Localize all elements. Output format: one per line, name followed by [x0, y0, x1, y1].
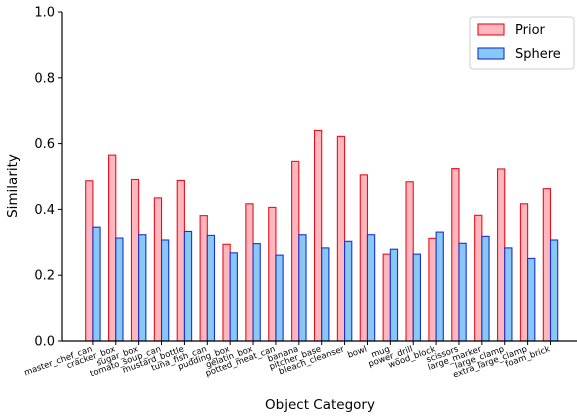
bar-prior [153, 197, 163, 342]
bar-sphere [344, 240, 353, 342]
bar-prior [496, 168, 506, 342]
bar-prior [382, 253, 391, 342]
bar-sphere [321, 247, 330, 342]
bar-prior [85, 180, 94, 342]
axes-frame [61, 12, 577, 342]
bar-prior [428, 237, 437, 342]
x-tick-label: foam_brick [504, 344, 551, 369]
bar-sphere [229, 252, 238, 342]
bar-sphere [275, 254, 284, 342]
y-tick-label: 1.0 [34, 6, 55, 21]
legend-swatch-sphere [477, 47, 505, 60]
bar-sphere [92, 226, 101, 342]
bar-prior [336, 135, 346, 342]
bar-sphere [389, 248, 399, 342]
y-tick-label: 0.8 [34, 71, 55, 86]
bar-prior [245, 203, 254, 342]
bar-sphere [527, 257, 536, 342]
legend: Prior Sphere [469, 16, 575, 70]
x-axis: master_chef_cancracker_boxsugar_boxtomat… [23, 341, 552, 381]
bar-prior [199, 215, 208, 342]
legend-swatch-prior [477, 23, 505, 36]
bar-marks [85, 129, 559, 342]
bar-sphere [115, 237, 124, 342]
y-tick-label: 0.6 [34, 137, 55, 152]
bar-prior [108, 154, 117, 342]
legend-label-prior: Prior [515, 23, 546, 38]
y-tick-label: 0.2 [34, 269, 55, 284]
bar-prior [176, 179, 185, 342]
legend-label-sphere: Sphere [515, 47, 561, 62]
bar-prior [519, 203, 529, 342]
bar-sphere [481, 235, 490, 342]
bar-prior [313, 129, 323, 342]
bar-prior [405, 181, 414, 342]
bar-prior [222, 243, 231, 342]
x-tick-label: bowl [346, 344, 368, 360]
bar-sphere [138, 234, 147, 342]
bar-sphere [160, 239, 170, 342]
bar-prior [130, 178, 140, 342]
bar-sphere [549, 239, 559, 342]
bar-prior [268, 206, 277, 342]
bar-sphere [183, 230, 193, 342]
y-axis-label: Similarity [5, 154, 21, 218]
bar-sphere [458, 242, 467, 342]
bar-prior [359, 174, 369, 342]
y-tick-label: 0.4 [34, 203, 55, 218]
bar-sphere [366, 234, 376, 342]
bar-prior [291, 160, 300, 342]
y-tick-label: 0.0 [34, 335, 55, 350]
x-axis-label: Object Category [265, 397, 375, 413]
bar-sphere [504, 247, 513, 342]
bar-sphere [298, 234, 307, 342]
bar-sphere [435, 231, 444, 342]
bar-sphere [412, 253, 421, 342]
y-axis: 0.0 0.2 0.4 0.6 0.8 1.0 [34, 6, 62, 350]
bar-sphere [252, 243, 261, 342]
bar-prior [542, 188, 552, 342]
bar-prior [451, 168, 460, 342]
bar-prior [474, 214, 483, 342]
bar-sphere [206, 234, 216, 342]
